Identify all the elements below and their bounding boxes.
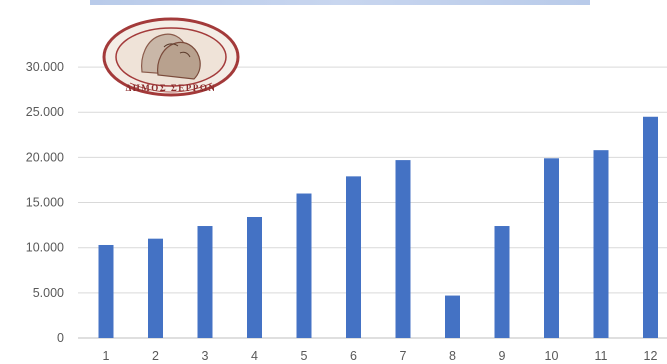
y-tick-label: 30.000 xyxy=(26,60,64,74)
bar-10 xyxy=(544,158,559,338)
bar-5 xyxy=(296,193,312,338)
cropped-title-strip xyxy=(90,0,590,5)
x-tick-label: 5 xyxy=(301,349,308,363)
bar-2 xyxy=(148,238,163,338)
bar-3 xyxy=(197,226,213,338)
bar-9 xyxy=(494,226,510,338)
x-tick-label: 10 xyxy=(545,349,559,363)
municipality-seal-logo: ΔΗΜΟΣ ΣΕΡΡΩΝ xyxy=(102,17,240,97)
logo-text: ΔΗΜΟΣ ΣΕΡΡΩΝ xyxy=(126,83,217,93)
bar-11 xyxy=(593,150,609,338)
y-tick-label: 5.000 xyxy=(33,286,64,300)
x-tick-label: 7 xyxy=(400,349,407,363)
y-tick-label: 10.000 xyxy=(26,241,64,255)
bar-1 xyxy=(98,244,114,338)
bar-8 xyxy=(445,295,460,338)
bar-12 xyxy=(643,116,658,339)
x-tick-label: 2 xyxy=(152,349,159,363)
x-tick-label: 6 xyxy=(350,349,357,363)
x-tick-label: 12 xyxy=(644,349,658,363)
y-tick-label: 0 xyxy=(57,331,64,345)
x-tick-label: 1 xyxy=(103,349,110,363)
x-tick-label: 8 xyxy=(449,349,456,363)
y-tick-label: 15.000 xyxy=(26,196,64,210)
bar-4 xyxy=(247,216,262,338)
x-tick-label: 9 xyxy=(499,349,506,363)
x-tick-label: 11 xyxy=(595,349,608,363)
x-tick-label: 4 xyxy=(251,349,258,363)
x-tick-label: 3 xyxy=(202,349,209,363)
bar-6 xyxy=(346,176,361,338)
bar-7 xyxy=(395,160,411,338)
y-tick-label: 20.000 xyxy=(26,150,64,164)
y-tick-label: 25.000 xyxy=(26,105,64,119)
